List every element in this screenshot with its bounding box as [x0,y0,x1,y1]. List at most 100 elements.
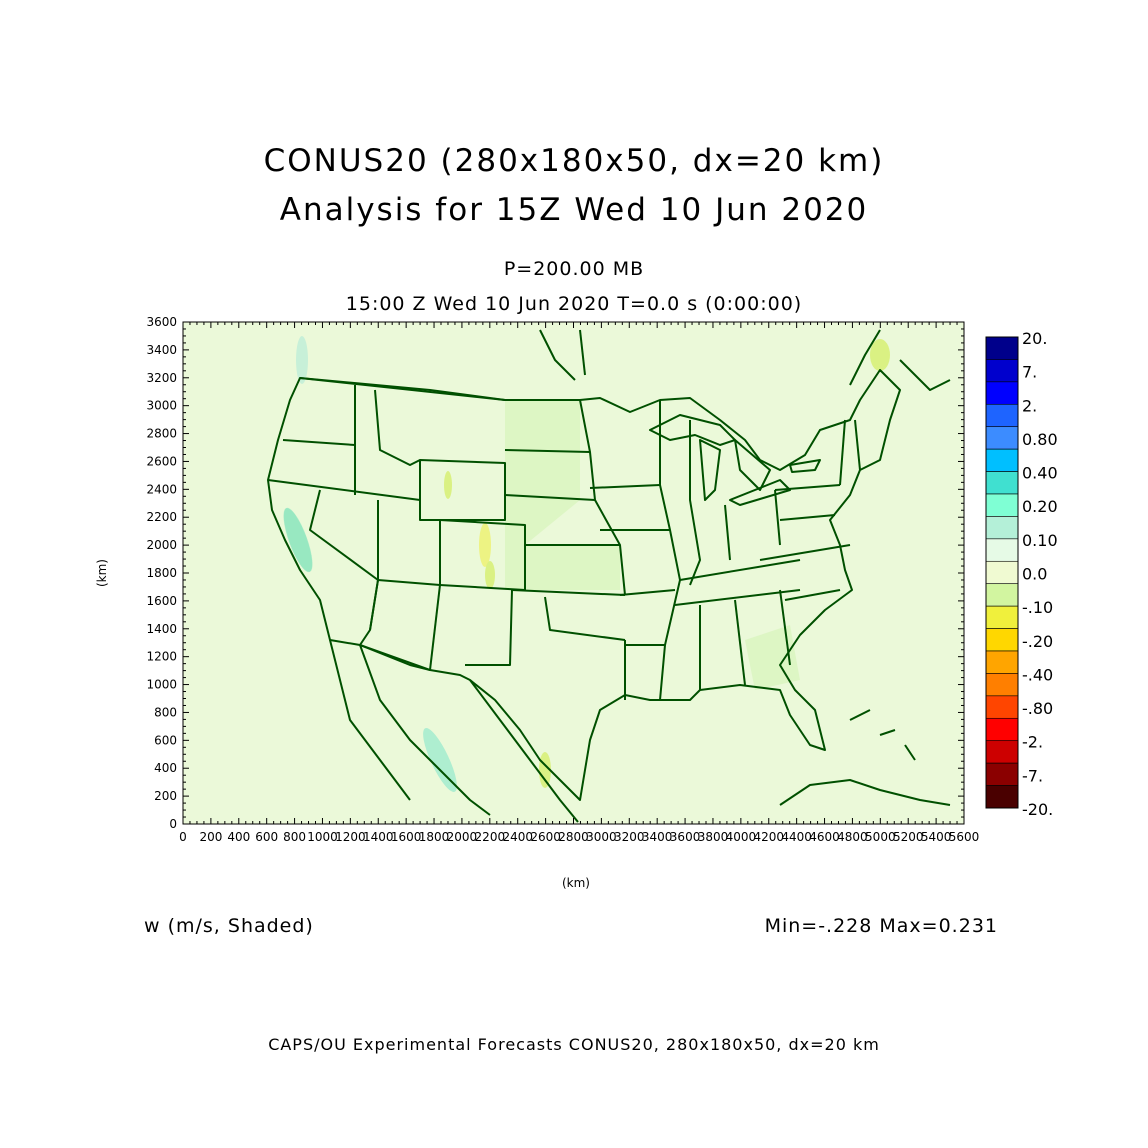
colorbar-swatch [985,673,1019,697]
x-axis-ticks: 0 200 400 600 800 100012001400160018002000220… [179,322,979,844]
x-tick-label: 3400 [642,830,673,844]
min-max-label: Min=-.228 Max=0.231 [764,915,998,937]
colorbar-swatch [985,516,1019,540]
x-tick-label: 5600 [949,830,980,844]
colorbar-label: -.10 [1022,598,1053,617]
colorbar-swatch [985,762,1019,786]
colorbar-label: -20. [1022,800,1053,819]
y-tick-label: 400 [154,761,177,775]
colorbar-swatch [985,493,1019,517]
y-tick-label: 2600 [146,454,177,468]
x-tick-label: 1000 [307,830,338,844]
footer-credit: CAPS/OU Experimental Forecasts CONUS20, … [268,1035,880,1054]
colorbar-label: 0.0 [1022,565,1047,584]
y-tick-label: 1600 [146,594,177,608]
colorbar-swatch [985,381,1019,405]
x-tick-label: 1400 [363,830,394,844]
y-tick-label: 800 [154,705,177,719]
colorbar-swatch [985,740,1019,764]
colorbar-swatch [985,560,1019,585]
x-tick-label: 4400 [781,830,812,844]
colorbar-label: 2. [1022,396,1037,415]
variable-label: w (m/s, Shaded) [144,915,314,937]
us-outline [267,369,901,801]
x-tick-label: 2000 [447,830,478,844]
x-tick-label: 1800 [419,830,450,844]
x-tick-label: 4800 [837,830,868,844]
x-tick-label: 400 [227,830,250,844]
x-tick-label: 5200 [893,830,924,844]
colorbar-swatch [985,695,1019,719]
y-tick-label: 3600 [146,315,177,329]
x-tick-label: 5400 [921,830,952,844]
x-tick-label: 1600 [391,830,422,844]
colorbar-swatch [985,336,1019,360]
x-tick-label: 2600 [530,830,561,844]
colorbar-label: -2. [1022,733,1043,752]
valid-time-label: 15:00 Z Wed 10 Jun 2020 T=0.0 s (0:00:00… [345,293,803,315]
colorbar-label: 0.10 [1022,531,1058,550]
colorbar-label: -7. [1022,766,1043,785]
colorbar-label: 0.80 [1022,430,1058,449]
x-tick-label: 4600 [809,830,840,844]
colorbar-swatch [985,628,1019,652]
colorbar-swatch [985,403,1019,428]
x-tick-label: 4200 [753,830,784,844]
colorbar-label: -.40 [1022,665,1053,684]
x-tick-label: 2200 [475,830,506,844]
y-tick-label: 3400 [146,343,177,357]
x-tick-label: 3600 [670,830,701,844]
political-boundaries [267,329,951,823]
y-tick-label: 2200 [146,510,177,524]
colorbar-frame [985,336,1019,809]
y-tick-label: 600 [154,733,177,747]
y-tick-label: 3200 [146,371,177,385]
plot-title: CONUS20 (280x180x50, dx=20 km) [263,143,885,179]
y-axis-ticks: 0 200 400 600 800 1000 1200 1400 1600 1800 2000 220… [146,315,964,831]
y-tick-label: 0 [169,817,177,831]
pressure-level-label: P=200.00 MB [503,258,645,280]
colorbar-label: 0.20 [1022,497,1058,516]
y-tick-label: 1400 [146,622,177,636]
colorbar-swatch [985,605,1019,629]
colorbar-swatch [985,471,1019,495]
x-tick-label: 600 [255,830,278,844]
y-tick-label: 2000 [146,538,177,552]
colorbar-swatch [985,583,1019,607]
y-tick-label: 1200 [146,650,177,664]
x-tick-label: 3200 [614,830,645,844]
y-tick-label: 2400 [146,482,177,496]
y-axis-label: (km) [95,559,109,587]
x-tick-label: 3000 [586,830,617,844]
colorbar-label: -.80 [1022,699,1053,718]
colorbar-swatch [985,426,1019,450]
colorbar-swatch [985,448,1019,472]
y-tick-label: 1000 [146,678,177,692]
x-tick-label: 0 [179,830,187,844]
colorbar: 20. 7. 2. 0.80 0.40 0.20 0.10 0.0 -.10 -.20 -.40 -.… [985,329,1058,819]
colorbar-swatch [985,359,1019,383]
colorbar-swatch [985,785,1019,809]
colorbar-label: 20. [1022,329,1047,348]
y-tick-label: 200 [154,789,177,803]
y-tick-label: 2800 [146,427,177,441]
x-tick-label: 5000 [865,830,896,844]
x-tick-label: 1200 [335,830,366,844]
colorbar-label: 7. [1022,363,1037,382]
colorbar-label: -.20 [1022,632,1053,651]
plot-subtitle: Analysis for 15Z Wed 10 Jun 2020 [279,192,869,228]
colorbar-swatch [985,717,1019,742]
colorbar-swatch [985,650,1019,674]
colorbar-label: 0.40 [1022,464,1058,483]
colorbar-swatch [985,538,1019,562]
x-tick-label: 2800 [558,830,589,844]
y-tick-label: 1800 [146,566,177,580]
x-axis-label: (km) [562,876,590,890]
x-tick-label: 4000 [726,830,757,844]
y-tick-label: 3000 [146,399,177,413]
x-tick-label: 3800 [698,830,729,844]
x-tick-label: 200 [199,830,222,844]
x-tick-label: 800 [283,830,306,844]
x-tick-label: 2400 [502,830,533,844]
